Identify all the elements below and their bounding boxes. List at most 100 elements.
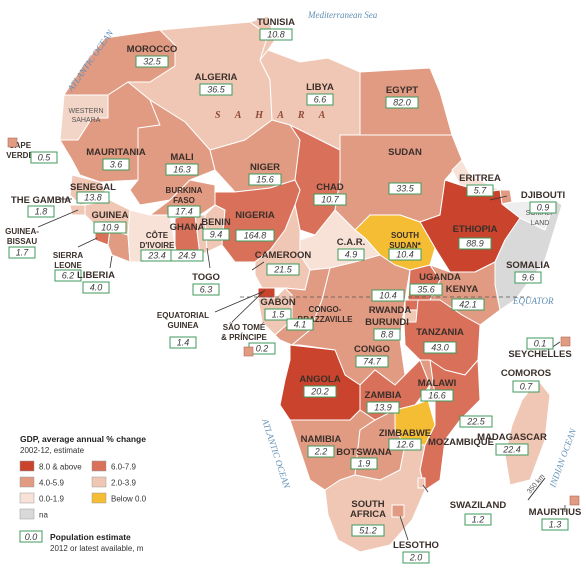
country-guinea-bissau: GUINEA-BISSAU 1.7 (5, 227, 39, 259)
cape-verde-swatch (7, 137, 18, 148)
country-congo: CONGO 74.7 (354, 344, 390, 368)
pop-value-uganda: 35.6 (417, 285, 435, 295)
country-swaziland: SWAZILAND 1.2 (450, 500, 506, 526)
country-name-tanzania: TANZANIA (416, 327, 464, 338)
country-name-congo: CONGO (354, 344, 390, 355)
country-name-burundi: BURUNDI (365, 317, 409, 328)
country-equatorial-guinea: EQUATORIAL GUINEA 1.4 (157, 311, 209, 349)
pop-value-zambia: 13.9 (374, 403, 392, 413)
pop-box-botswana (350, 457, 378, 470)
pop-box-senegal (76, 191, 110, 204)
pop-value-congo: 74.7 (363, 357, 382, 367)
pop-box-swaziland (464, 513, 492, 526)
country-name-equatorial-guinea: EQUATORIAL GUINEA (157, 311, 209, 330)
pop-value-equatorial-guinea: 1.4 (177, 338, 190, 348)
country-benin: BENIN 9.4 (201, 217, 231, 241)
legend-swatch-3 (91, 476, 107, 488)
country-name-burkina-faso: BURKINA FASO (166, 186, 203, 205)
country-name-rwanda: RWANDA (369, 305, 412, 316)
pop-box-lesotho (402, 551, 430, 564)
pop-value-algeria: 36.5 (207, 85, 226, 95)
pop-value-senegal: 13.8 (84, 193, 102, 203)
country-morocco: MOROCCO 32.5 (127, 44, 178, 68)
country-name-gabon: GABON (260, 297, 296, 308)
pop-value-burkina-faso: 17.4 (175, 207, 193, 217)
legend-label-0: 8.0 & above (39, 463, 82, 472)
pop-box-angola (303, 385, 337, 398)
pop-box-somalia (514, 271, 542, 284)
country-ghana: GHANA 24.9 (170, 222, 205, 262)
pop-box-mauritania (102, 158, 130, 171)
country-name-cameroon: CAMEROON (255, 250, 312, 261)
pop-value-togo: 6.3 (200, 285, 213, 295)
country-ethiopia: ETHIOPIA 88.9 (453, 224, 498, 250)
country-name-s-o-tom-pr-ncipe: SÃO TOMÉ & PRÍNCIPE (221, 323, 267, 342)
pop-box-congo (355, 355, 389, 368)
country-togo: TOGO 6.3 (192, 272, 220, 296)
pop-value-benin: 9.4 (210, 230, 223, 240)
pop-box-zimbabwe (388, 438, 422, 451)
legend-label-2: 4.0-5.9 (39, 479, 64, 488)
country-kenya: KENYA 42.1 (446, 284, 485, 311)
country-eritrea: ERITREA 5.7 (459, 173, 501, 197)
pop-box-c-a-r (337, 248, 365, 261)
country-name-congo-brazzaville: CONGO-BRAZZAVILLE (298, 305, 354, 324)
pop-value-cape-verde: 0.5 (38, 153, 52, 163)
pop-box-burundi (373, 328, 401, 341)
pop-box-egypt (385, 96, 419, 109)
pop-value-nigeria: 164.8 (244, 231, 267, 241)
pop-value-djibouti: 0.9 (537, 203, 550, 213)
somaliland-label-2: LAND (531, 220, 550, 227)
country-djibouti: DJIBOUTI 0.9 (521, 190, 565, 214)
legend-subtitle: 2002-12, estimate (20, 446, 85, 455)
pop-box-comoros (512, 380, 540, 393)
country-somalia: SOMALIA 9.6 (506, 260, 550, 284)
country-mauritania: MAURITANIA 3.6 (86, 147, 146, 171)
pop-value-somalia: 9.6 (522, 273, 535, 283)
country-name-senegal: SENEGAL (70, 182, 116, 193)
country-name-namibia: NAMIBIA (301, 434, 342, 445)
country-angola: ANGOLA 20.2 (299, 374, 341, 398)
country-liberia: LIBERIA 4.0 (77, 270, 115, 294)
country-name-south-africa: SOUTH AFRICA (350, 499, 386, 520)
country-algeria: ALGERIA 36.5 (195, 72, 238, 96)
pop-box-sierra-leone (54, 269, 82, 282)
country-zambia: ZAMBIA 13.9 (365, 390, 402, 414)
region-cote-divoire (127, 209, 176, 263)
pop-box-guinea-bissau (8, 246, 36, 259)
pop-value-ghana: 24.9 (177, 251, 196, 261)
legend-items: 8.0 & above 6.0-7.9 4.0-5.9 2.0-3.9 0.0-1.9 B… (19, 460, 147, 520)
pop-value-gabon: 1.5 (272, 310, 286, 320)
sao-tome-swatch (243, 346, 254, 357)
country-name-c-a-r: C.A.R. (337, 237, 366, 248)
country-madagascar: MADAGASCAR 22.4 (477, 432, 547, 456)
country-comoros: COMOROS 0.7 (501, 368, 551, 393)
country-name-liberia: LIBERIA (77, 270, 115, 281)
pop-value-mauritania: 3.6 (110, 160, 123, 170)
pop-box-congo-brazzaville (286, 318, 314, 331)
pop-box-mauritius (541, 518, 569, 531)
pop-box-djibouti (529, 201, 557, 214)
pop-box-gabon (264, 308, 292, 321)
pop-box-morocco (135, 55, 169, 68)
legend-label-1: 6.0-7.9 (111, 463, 136, 472)
country-tanzania: TANZANIA 43.0 (416, 327, 464, 354)
legend-label-5: Below 0.0 (111, 495, 147, 504)
country-name-cape-verde: CAPE VERDE (6, 141, 34, 160)
pop-value-cameroon: 21.5 (273, 265, 293, 275)
country-name-zimbabwe: ZIMBABWE (379, 428, 431, 439)
pop-box-malawi (420, 389, 454, 402)
pop-value-s-o-tom-pr-ncipe: 0.2 (256, 344, 269, 354)
pop-value-tanzania: 43.0 (431, 343, 449, 353)
legend-label-6: na (39, 511, 48, 520)
pop-box-ghana (170, 249, 204, 262)
country-name-chad: CHAD (316, 182, 344, 193)
country-name-morocco: MOROCCO (127, 44, 178, 55)
country-name-the-gambia: THE GAMBIA (11, 195, 71, 206)
legend-pop-value: 0.0 (25, 532, 38, 542)
country-malawi: MALAWI 16.6 (418, 378, 456, 402)
country-namibia: NAMIBIA 2.2 (301, 434, 342, 458)
